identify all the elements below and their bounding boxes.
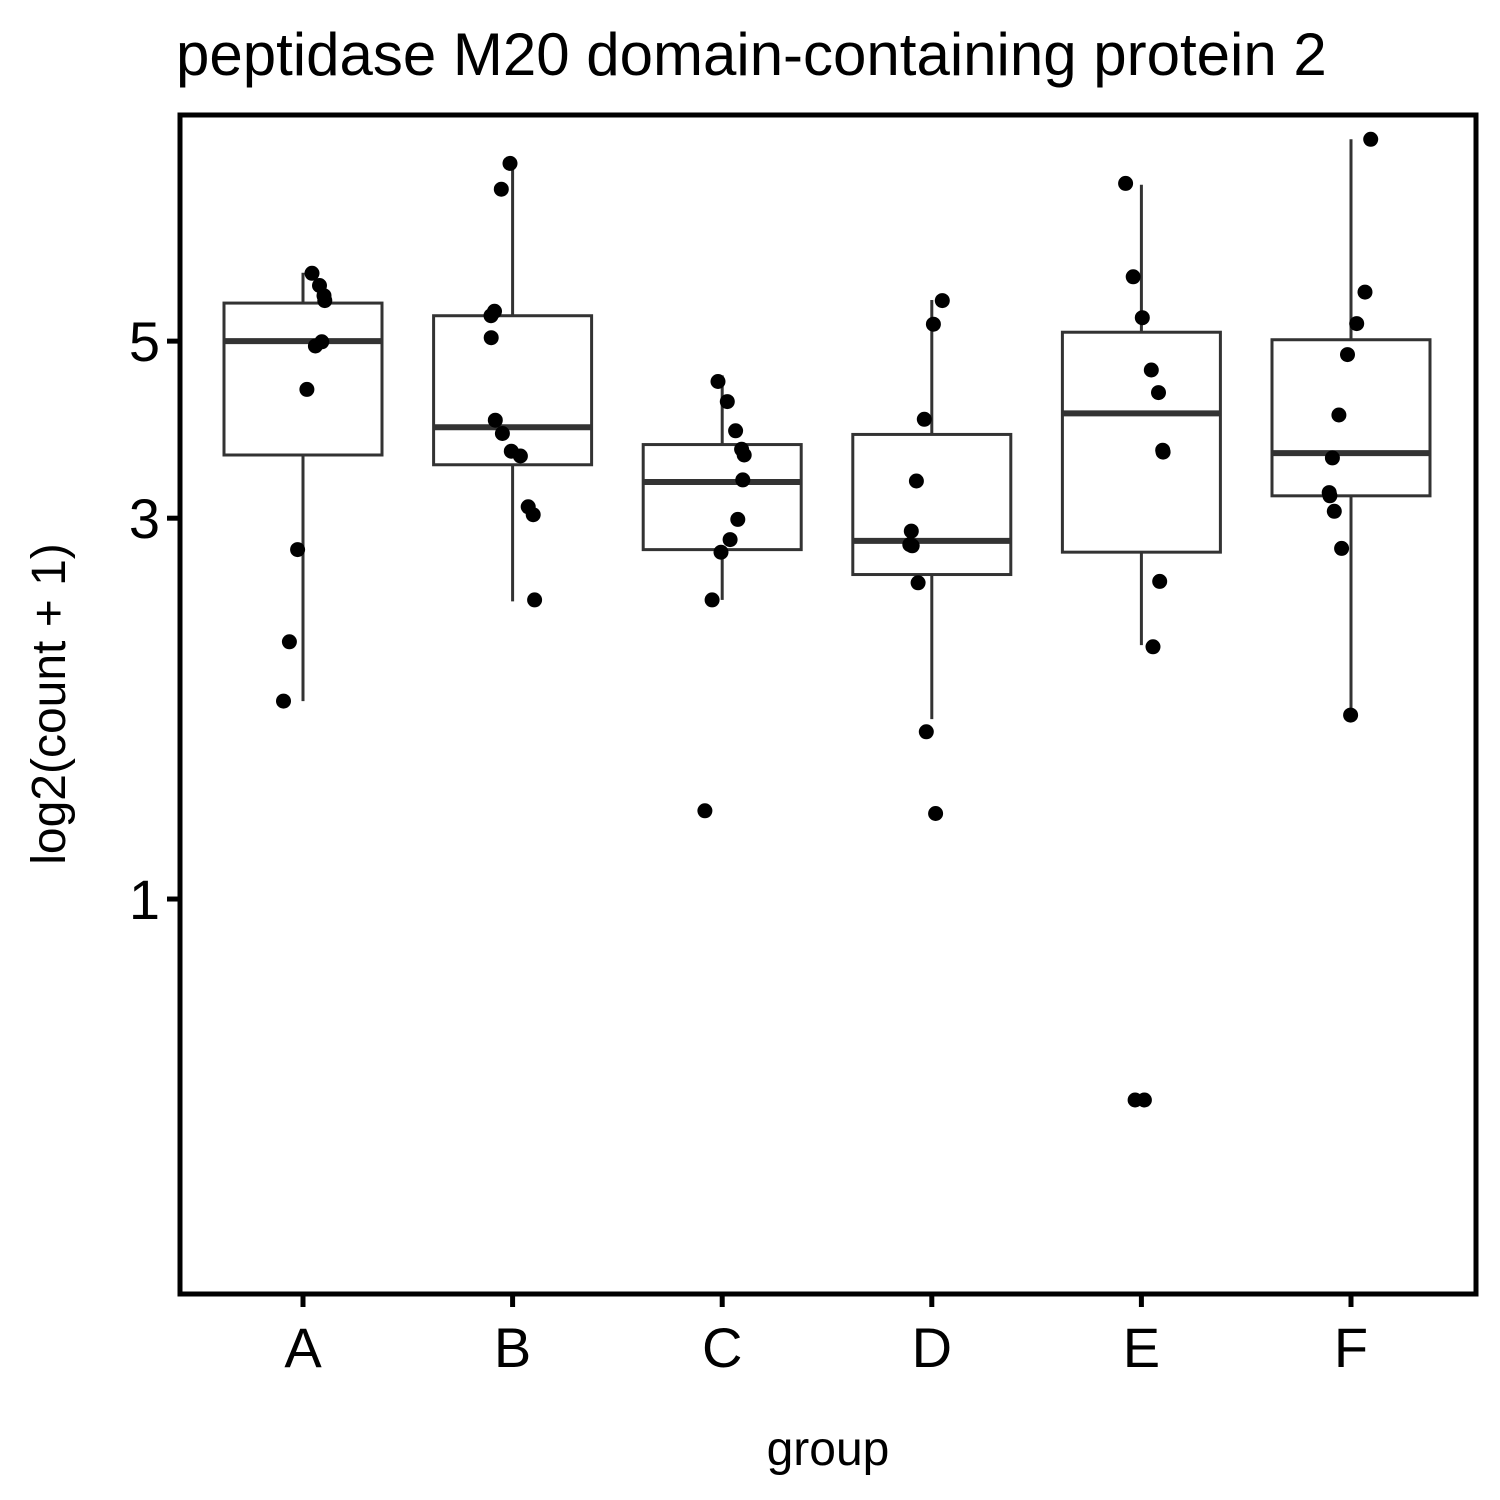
y-axis-title: log2(count + 1) <box>23 543 76 865</box>
data-point <box>525 507 541 523</box>
box-iqr <box>1060 330 1222 554</box>
box-A <box>222 272 384 702</box>
data-point <box>290 542 306 558</box>
data-point <box>502 155 518 171</box>
data-point <box>719 394 735 410</box>
points-A <box>276 265 333 709</box>
data-point <box>307 338 323 354</box>
data-point <box>1349 316 1365 332</box>
data-point <box>494 426 510 441</box>
data-point <box>276 693 291 709</box>
points-F <box>1321 131 1379 723</box>
data-point <box>304 265 320 281</box>
data-point <box>916 411 932 427</box>
panel-border <box>177 112 1479 1297</box>
data-point <box>928 806 944 821</box>
data-point <box>1322 488 1338 504</box>
data-point <box>704 592 720 608</box>
x-axis-title: group <box>767 1423 890 1476</box>
x-tick-label: C <box>702 1316 742 1379</box>
data-point <box>1343 707 1359 723</box>
box-C <box>641 375 803 600</box>
chart-title: peptidase M20 domain-containing protein … <box>176 21 1327 88</box>
data-point <box>1357 284 1373 300</box>
data-point <box>493 181 509 197</box>
data-point <box>925 316 941 332</box>
data-point <box>1324 450 1340 466</box>
data-point <box>1127 1092 1143 1108</box>
points-B <box>483 155 543 608</box>
data-point <box>483 308 499 324</box>
data-point <box>1134 310 1150 326</box>
box-iqr <box>432 314 594 467</box>
points-C <box>697 374 752 819</box>
data-point <box>1155 444 1171 460</box>
box-D <box>851 299 1013 720</box>
data-point <box>697 803 713 819</box>
box-iqr <box>851 432 1013 577</box>
data-point <box>1143 362 1159 378</box>
data-point <box>918 724 934 740</box>
box-iqr <box>641 443 803 552</box>
box-iqr <box>222 301 384 457</box>
data-point <box>1326 503 1342 519</box>
data-point <box>736 447 752 463</box>
axes: 1 3 5 A B C D E F <box>129 310 1368 1379</box>
data-point <box>728 423 744 439</box>
y-tick-label: 5 <box>129 310 160 373</box>
x-tick-label: F <box>1334 1316 1368 1379</box>
data-point <box>934 293 950 309</box>
plot-panel <box>222 131 1432 1108</box>
box-F <box>1270 139 1432 716</box>
data-point <box>722 532 738 548</box>
x-tick-label: E <box>1123 1316 1160 1379</box>
data-point <box>1334 540 1350 556</box>
data-point <box>1151 385 1166 401</box>
data-point <box>527 592 543 608</box>
x-tick-label: A <box>284 1316 322 1379</box>
data-point <box>1118 175 1134 191</box>
data-point <box>735 472 751 488</box>
data-point <box>710 374 726 389</box>
data-point <box>483 330 499 346</box>
box-E <box>1060 184 1222 646</box>
data-point <box>910 575 926 591</box>
data-point <box>908 473 924 489</box>
data-point <box>1145 639 1161 655</box>
data-point <box>317 293 333 309</box>
x-tick-label: D <box>912 1316 952 1379</box>
data-point <box>730 511 746 527</box>
data-point <box>1340 347 1355 363</box>
data-point <box>1363 131 1379 147</box>
box-B <box>432 164 594 602</box>
data-point <box>904 538 920 554</box>
data-point <box>903 523 919 539</box>
x-tick-label: B <box>494 1316 531 1379</box>
points-E <box>1118 175 1171 1108</box>
y-tick-label: 3 <box>129 487 160 550</box>
box-iqr <box>1270 338 1432 498</box>
y-tick-label: 1 <box>129 868 160 931</box>
data-point <box>281 634 297 650</box>
data-point <box>713 544 729 560</box>
data-point <box>1331 407 1347 423</box>
data-point <box>1125 269 1141 285</box>
data-point <box>299 381 315 397</box>
data-point <box>487 412 503 428</box>
data-point <box>1152 573 1168 589</box>
data-point <box>512 448 528 464</box>
points-D <box>902 293 950 821</box>
